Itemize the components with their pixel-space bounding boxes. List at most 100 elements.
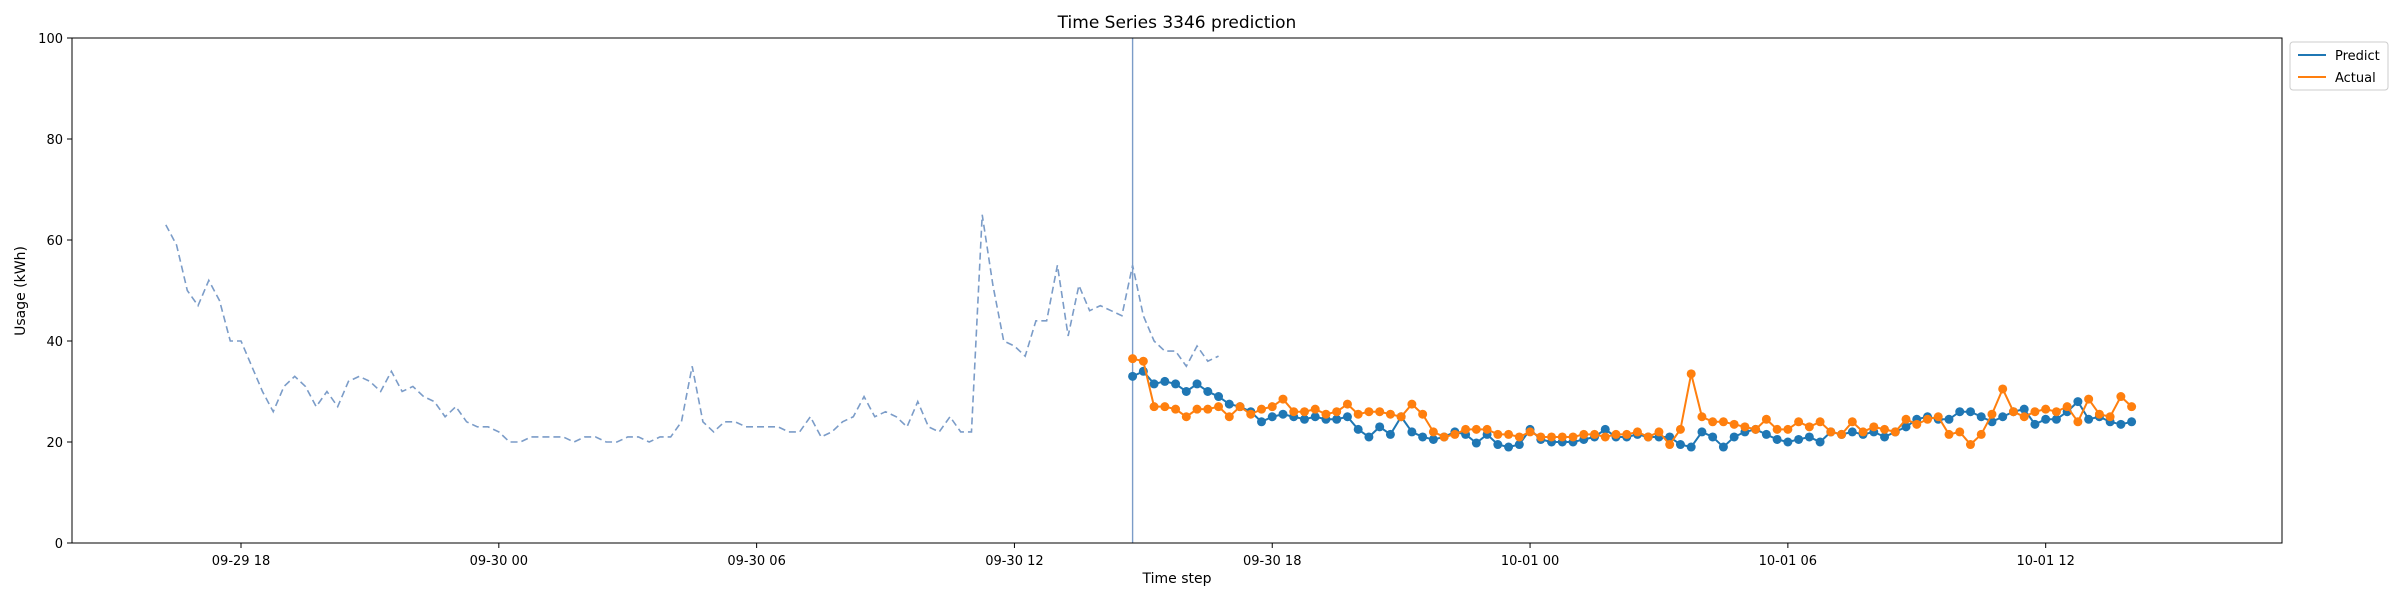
actual-point — [1450, 429, 1460, 439]
predict-point — [1267, 412, 1277, 422]
actual-point — [1740, 422, 1750, 432]
actual-point — [1568, 432, 1578, 442]
predict-point — [1471, 438, 1481, 448]
actual-point — [1998, 384, 2008, 394]
actual-point — [1181, 412, 1191, 422]
predict-point — [1761, 429, 1771, 439]
actual-point — [1504, 429, 1514, 439]
actual-point — [1461, 424, 1471, 434]
x-tick-label: 09-30 00 — [470, 554, 528, 569]
actual-point — [1235, 402, 1245, 412]
actual-point — [2127, 402, 2137, 412]
actual-point — [1310, 404, 1320, 414]
predict-point — [1332, 414, 1342, 424]
actual-point — [1923, 414, 1933, 424]
chart-title: Time Series 3346 prediction — [1057, 13, 1297, 33]
predict-point — [1181, 387, 1191, 396]
actual-point — [1396, 412, 1406, 422]
predict-point — [1160, 376, 1170, 386]
predict-point — [1149, 379, 1159, 389]
actual-point — [1482, 424, 1492, 434]
predict-point — [1804, 432, 1814, 442]
actual-point — [1847, 417, 1857, 427]
predict-point — [2073, 397, 2083, 407]
actual-point — [1332, 407, 1342, 417]
predict-point — [1353, 424, 1363, 434]
predict-point — [1257, 417, 1266, 427]
predict-point — [1418, 432, 1428, 442]
actual-point — [1418, 409, 1428, 419]
y-tick-label: 20 — [46, 436, 63, 451]
x-tick-label: 09-30 18 — [1243, 554, 1301, 569]
predict-point — [1847, 427, 1857, 437]
actual-point — [1944, 429, 1954, 439]
predict-point — [1600, 424, 1610, 434]
predict-point — [1729, 432, 1739, 442]
predict-point — [1976, 412, 1986, 422]
actual-point — [1912, 419, 1922, 429]
actual-point — [1729, 419, 1739, 429]
predict-point — [1128, 371, 1138, 381]
actual-point — [1471, 424, 1481, 434]
actual-point — [1933, 412, 1943, 422]
actual-point — [1590, 429, 1600, 439]
predict-point — [1675, 440, 1685, 450]
actual-point — [1321, 409, 1331, 419]
predict-point — [1955, 407, 1965, 417]
actual-point — [1708, 417, 1718, 427]
predict-line — [1132, 370, 2132, 449]
actual-point — [1257, 404, 1266, 414]
actual-point — [1665, 440, 1675, 450]
predict-point — [1718, 442, 1728, 452]
actual-point — [1654, 427, 1664, 437]
predict-point — [2127, 417, 2137, 427]
actual-point — [2008, 407, 2018, 417]
actual-point — [1289, 407, 1299, 417]
actual-point — [1579, 429, 1589, 439]
actual-point — [1643, 432, 1653, 442]
predict-point — [1998, 412, 2008, 422]
actual-point — [2084, 394, 2094, 404]
actual-point — [1224, 412, 1234, 422]
actual-point — [1149, 402, 1159, 412]
y-tick-label: 40 — [46, 335, 63, 350]
predict-point — [1514, 440, 1524, 450]
actual-point — [1138, 356, 1148, 366]
actual-point — [1761, 414, 1771, 424]
actual-point — [1815, 417, 1825, 427]
actual-point — [1428, 427, 1438, 437]
predict-point — [2019, 404, 2029, 414]
actual-point — [1611, 429, 1621, 439]
plot-frame — [71, 37, 2283, 544]
actual-point — [1364, 407, 1374, 417]
actual-point — [2051, 407, 2061, 417]
actual-point — [1826, 427, 1836, 437]
predict-point — [1665, 432, 1675, 442]
predict-point — [2084, 414, 2094, 424]
predict-point — [1772, 434, 1782, 444]
actual-point — [1160, 402, 1170, 412]
predict-point — [1697, 427, 1707, 437]
y-tick-label: 0 — [55, 537, 63, 552]
actual-point — [1342, 399, 1352, 409]
x-tick-label: 09-30 12 — [985, 554, 1043, 569]
actual-point — [2062, 402, 2072, 412]
actual-point — [1686, 369, 1696, 379]
actual-point — [1385, 409, 1395, 419]
actual-point — [2041, 404, 2051, 414]
actual-point — [1890, 427, 1900, 437]
legend: Predict Actual — [2289, 41, 2389, 91]
actual-point — [1751, 424, 1761, 434]
predict-point — [1224, 399, 1234, 409]
actual-point — [2030, 407, 2040, 417]
predict-point — [1504, 442, 1514, 452]
x-tick-label: 10-01 00 — [1501, 554, 1559, 569]
actual-point — [1375, 407, 1385, 417]
predict-point — [2116, 419, 2126, 429]
actual-point — [2116, 392, 2126, 402]
x-tick-label: 09-30 06 — [727, 554, 785, 569]
predict-point — [1192, 379, 1202, 389]
actual-point — [1632, 427, 1642, 437]
